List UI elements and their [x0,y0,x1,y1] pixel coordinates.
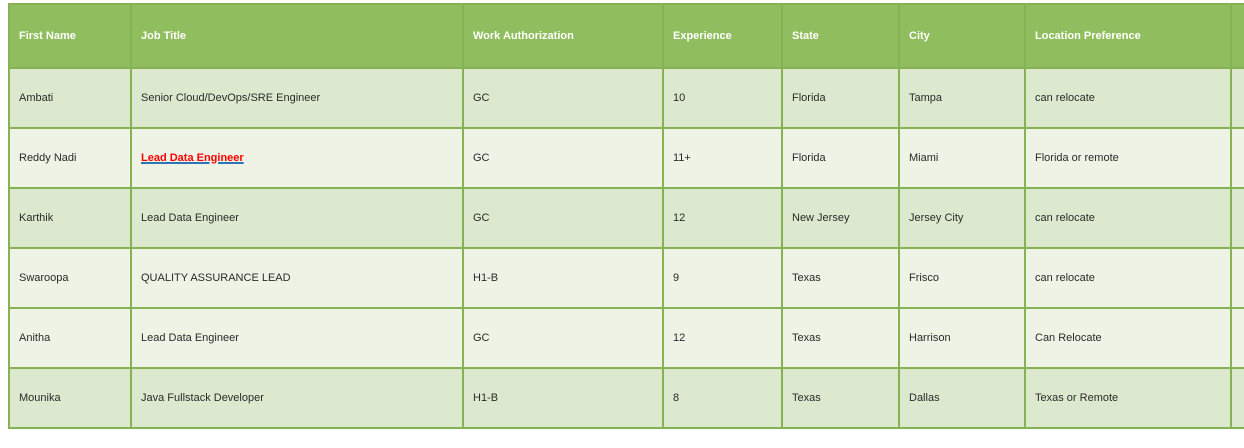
cell-work-authorization: H1-B [462,367,664,429]
cell-extra [1230,67,1244,129]
cell-state: Florida [781,127,900,189]
cell-location-preference: Can Relocate [1024,307,1232,369]
column-header-state: State [781,3,900,69]
cell-first-name: Reddy Nadi [8,127,132,189]
cell-state: Florida [781,67,900,129]
cell-job-title: Lead Data Engineer [130,187,464,249]
cell-location-preference: can relocate [1024,247,1232,309]
cell-experience: 12 [662,307,783,369]
cell-city: Dallas [898,367,1026,429]
table-row: Karthik Lead Data Engineer GC 12 New Jer… [8,187,1244,249]
cell-first-name: Ambati [8,67,132,129]
column-header-location-preference: Location Preference [1024,3,1232,69]
cell-city: Harrison [898,307,1026,369]
cell-job-title: Java Fullstack Developer [130,367,464,429]
cell-location-preference: can relocate [1024,187,1232,249]
cell-extra [1230,307,1244,369]
cell-job-title: Lead Data Engineer [130,307,464,369]
candidates-table: First Name Job Title Work Authorization … [8,3,1244,429]
table-row: Mounika Java Fullstack Developer H1-B 8 … [8,367,1244,429]
cell-experience: 8 [662,367,783,429]
cell-city: Jersey City [898,187,1026,249]
cell-location-preference: Florida or remote [1024,127,1232,189]
cell-state: New Jersey [781,187,900,249]
column-header-city: City [898,3,1026,69]
table-row: Ambati Senior Cloud/DevOps/SRE Engineer … [8,67,1244,129]
cell-extra [1230,187,1244,249]
cell-job-title: QUALITY ASSURANCE LEAD [130,247,464,309]
cell-extra [1230,367,1244,429]
cell-extra [1230,127,1244,189]
cell-work-authorization: GC [462,67,664,129]
cell-location-preference: Texas or Remote [1024,367,1232,429]
cell-state: Texas [781,307,900,369]
column-header-first-name: First Name [8,3,132,69]
cell-work-authorization: GC [462,127,664,189]
cell-first-name: Karthik [8,187,132,249]
cell-first-name: Mounika [8,367,132,429]
cell-experience: 9 [662,247,783,309]
header-row: First Name Job Title Work Authorization … [8,3,1244,69]
cell-work-authorization: GC [462,307,664,369]
table-row: Swaroopa QUALITY ASSURANCE LEAD H1-B 9 T… [8,247,1244,309]
cell-state: Texas [781,367,900,429]
cell-location-preference: can relocate [1024,67,1232,129]
cell-city: Frisco [898,247,1026,309]
column-header-job-title: Job Title [130,3,464,69]
cell-job-title: Lead Data Engineer [130,127,464,189]
cell-city: Miami [898,127,1026,189]
cell-first-name: Swaroopa [8,247,132,309]
table-row: Anitha Lead Data Engineer GC 12 Texas Ha… [8,307,1244,369]
cell-state: Texas [781,247,900,309]
cell-work-authorization: GC [462,187,664,249]
cell-job-title: Senior Cloud/DevOps/SRE Engineer [130,67,464,129]
cell-extra [1230,247,1244,309]
cell-experience: 10 [662,67,783,129]
column-header-extra [1230,3,1244,69]
column-header-experience: Experience [662,3,783,69]
cell-experience: 12 [662,187,783,249]
table-row: Reddy Nadi Lead Data Engineer GC 11+ Flo… [8,127,1244,189]
cell-first-name: Anitha [8,307,132,369]
column-header-work-authorization: Work Authorization [462,3,664,69]
cell-city: Tampa [898,67,1026,129]
job-title-link[interactable]: Lead Data Engineer [141,152,244,164]
cell-experience: 11+ [662,127,783,189]
cell-work-authorization: H1-B [462,247,664,309]
